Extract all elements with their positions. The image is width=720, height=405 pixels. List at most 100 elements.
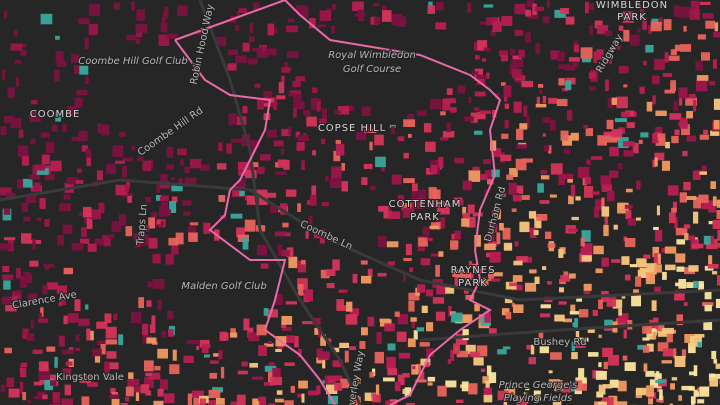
building <box>582 377 587 384</box>
building <box>354 377 361 384</box>
building <box>236 394 246 405</box>
building <box>306 116 317 127</box>
building <box>87 382 98 387</box>
building <box>657 331 669 337</box>
building <box>565 80 572 91</box>
building <box>673 100 679 111</box>
building <box>546 0 550 8</box>
building <box>468 383 478 395</box>
building <box>696 79 708 92</box>
building <box>655 126 663 135</box>
building <box>560 8 570 15</box>
building <box>14 59 21 64</box>
building <box>367 268 373 277</box>
building <box>418 237 428 247</box>
building <box>332 347 340 353</box>
building <box>182 200 192 206</box>
building <box>334 110 341 114</box>
building <box>601 206 610 217</box>
building <box>329 178 342 189</box>
building <box>67 313 79 323</box>
building <box>547 281 552 285</box>
building <box>550 50 560 60</box>
building <box>485 380 490 391</box>
building <box>519 123 528 130</box>
building <box>662 271 667 280</box>
building <box>511 284 523 291</box>
building <box>479 21 487 25</box>
building <box>678 279 686 289</box>
building <box>281 75 285 83</box>
building <box>183 355 194 363</box>
building <box>525 282 537 292</box>
building <box>332 360 343 368</box>
building <box>471 263 477 268</box>
building <box>642 337 650 341</box>
building <box>609 146 619 157</box>
building <box>370 16 378 25</box>
building <box>375 384 380 395</box>
building <box>411 364 419 375</box>
building <box>40 13 53 25</box>
map-label: PARK <box>410 212 440 223</box>
building <box>334 382 343 391</box>
building <box>664 52 669 63</box>
building <box>394 381 401 392</box>
building <box>567 178 573 183</box>
building <box>168 329 174 337</box>
building <box>519 221 530 233</box>
building <box>481 58 487 62</box>
building <box>213 353 220 357</box>
building <box>285 301 297 305</box>
building <box>598 334 602 338</box>
building <box>600 175 612 185</box>
building <box>386 356 396 369</box>
building <box>208 389 221 399</box>
building <box>58 335 65 347</box>
building <box>534 276 540 284</box>
building <box>369 141 373 151</box>
building <box>260 154 271 161</box>
building <box>148 372 161 380</box>
building <box>568 57 580 62</box>
building <box>58 302 62 306</box>
building <box>335 144 345 156</box>
building <box>361 177 368 185</box>
building <box>708 221 713 225</box>
building <box>526 0 535 8</box>
building <box>128 372 134 382</box>
building <box>523 392 529 404</box>
building <box>622 11 634 23</box>
building <box>161 16 166 28</box>
building <box>538 89 543 94</box>
building <box>283 159 290 170</box>
building <box>220 36 227 47</box>
building <box>84 37 89 49</box>
building <box>649 379 662 388</box>
building <box>533 230 539 236</box>
building <box>423 123 432 133</box>
building <box>298 284 304 296</box>
building <box>693 211 699 224</box>
building <box>529 227 537 239</box>
building <box>604 31 613 36</box>
map-label: Kingston Vale <box>56 372 124 383</box>
building <box>676 314 683 326</box>
building <box>376 332 382 344</box>
building <box>702 13 714 19</box>
building <box>154 366 161 371</box>
building <box>4 115 15 124</box>
building <box>428 197 437 208</box>
building <box>545 231 552 239</box>
building <box>281 326 292 331</box>
building <box>538 330 544 342</box>
building <box>243 318 250 331</box>
building <box>235 24 240 31</box>
building <box>489 251 501 263</box>
building <box>161 331 166 338</box>
building <box>63 267 73 275</box>
building <box>30 240 42 244</box>
building <box>674 44 681 52</box>
building <box>89 330 94 341</box>
